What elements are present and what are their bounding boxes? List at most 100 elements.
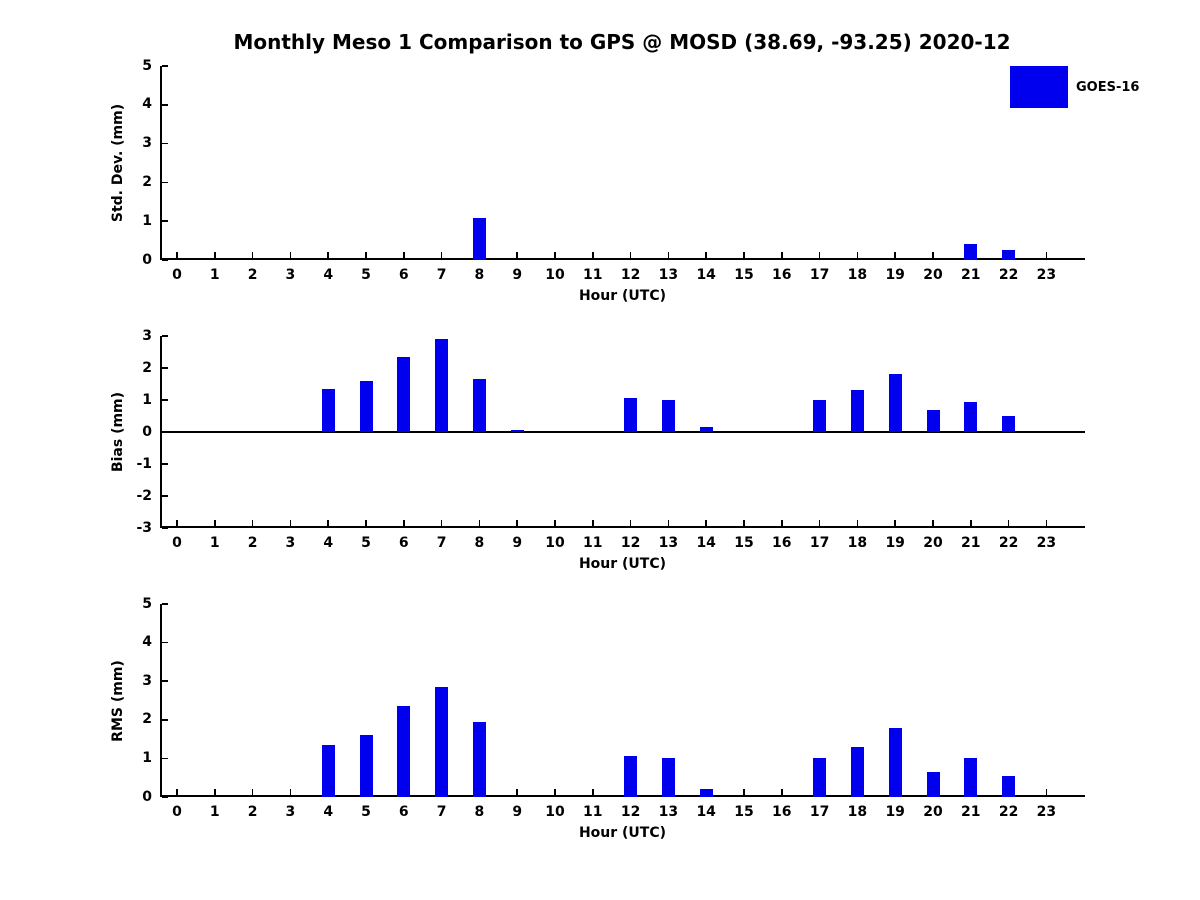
- x-tick-label: 4: [323, 267, 334, 283]
- plot-area-std-dev: 0 1 2 3 4 5 0 1 2 3 4 5 6 7 8 9 10 11 12 13 14 15 16 17 18 19 20 21…: [142, 58, 1085, 283]
- x-tick: [743, 789, 745, 795]
- x-tick-label: 1: [209, 535, 220, 551]
- x-axis-spine: [160, 795, 1085, 797]
- x-tick: [251, 252, 254, 258]
- x-tick: [251, 520, 254, 526]
- x-tick: [592, 520, 594, 526]
- y-tick-label: -2: [136, 487, 152, 504]
- x-tick: [554, 252, 556, 258]
- x-tick-label: 19: [885, 804, 905, 820]
- x-tick-label: 2: [247, 267, 258, 283]
- x-tick-label: 12: [620, 804, 641, 820]
- y-tick-label: 2: [142, 359, 152, 376]
- bar-hour-21: [964, 401, 978, 432]
- x-tick-label: 21: [961, 267, 981, 283]
- x-tick-label: 14: [696, 535, 716, 551]
- x-tick-label: 6: [398, 267, 409, 283]
- x-tick: [1045, 252, 1048, 258]
- x-tick: [1007, 520, 1010, 526]
- y-tick: [162, 367, 168, 369]
- x-tick-label: 8: [474, 804, 485, 820]
- bar-hour-4: [321, 388, 335, 432]
- x-tick-label: 3: [285, 535, 296, 551]
- bar-hour-17: [813, 758, 827, 797]
- x-tick: [176, 520, 178, 526]
- x-tick-label: 20: [923, 267, 943, 283]
- bar-hour-6: [397, 706, 411, 797]
- x-tick: [554, 789, 556, 795]
- x-tick-label: 3: [285, 804, 296, 820]
- y-tick-label: 4: [142, 96, 152, 113]
- bar-hour-8: [472, 379, 486, 432]
- x-tick: [743, 520, 745, 526]
- x-tick-label: 15: [734, 535, 754, 551]
- x-tick: [554, 520, 556, 526]
- x-tick-label: 18: [847, 804, 868, 820]
- x-axis-label-std-dev: Hour (UTC): [578, 288, 667, 304]
- x-tick-label: 17: [809, 804, 830, 820]
- x-tick: [289, 789, 292, 795]
- y-tick-label: 5: [142, 595, 152, 612]
- x-tick-label: 17: [809, 267, 830, 283]
- x-tick-label: 23: [1036, 535, 1057, 551]
- x-tick: [592, 789, 594, 795]
- bar-hour-22: [1002, 416, 1016, 432]
- panel-std-dev: Std. Dev. (mm) 0 1 2 3 4 5 0 1 2 3 4 5 6 7 8 9 10 11 12 13 1…: [0, 58, 1200, 316]
- y-tick: [162, 335, 168, 337]
- x-tick-label: 22: [998, 804, 1019, 820]
- plot-area-rms: 0 1 2 3 4 5 0 1 2 3 4 5 6 7 8 9 10 11 12 13 14 15 16 17 18 19 20 21…: [142, 596, 1085, 820]
- x-tick-label: 17: [809, 535, 830, 551]
- x-tick-label: 16: [772, 804, 792, 820]
- bar-hour-13: [661, 400, 675, 432]
- x-tick: [667, 520, 670, 526]
- x-tick: [705, 520, 707, 526]
- x-tick-label: 7: [436, 804, 447, 820]
- y-axis-spine: [160, 66, 162, 260]
- x-tick-label: 10: [545, 535, 565, 551]
- x-tick-label: 12: [620, 535, 641, 551]
- x-tick: [214, 520, 216, 526]
- x-tick: [894, 252, 896, 258]
- x-tick-label: 11: [583, 267, 603, 283]
- x-tick: [440, 252, 443, 258]
- x-tick-label: 20: [923, 804, 943, 820]
- x-tick: [1045, 789, 1048, 795]
- y-tick-label: 1: [142, 749, 152, 766]
- y-tick: [162, 757, 168, 760]
- x-tick-label: 11: [583, 535, 603, 551]
- x-tick-label: 23: [1036, 804, 1057, 820]
- x-tick: [592, 252, 594, 258]
- y-axis-label-std-dev: Std. Dev. (mm): [110, 103, 126, 223]
- x-tick: [970, 520, 972, 526]
- x-tick-label: 13: [658, 804, 679, 820]
- x-tick-label: 22: [998, 535, 1019, 551]
- y-tick-label: 0: [142, 423, 152, 440]
- x-tick-label: 9: [512, 804, 523, 820]
- x-tick-label: 23: [1036, 267, 1057, 283]
- y-tick-label: 0: [142, 251, 152, 268]
- y-tick-label: 4: [142, 634, 152, 651]
- x-tick: [214, 252, 216, 258]
- legend: GOES-16: [1010, 66, 1139, 108]
- bar-hour-9: [510, 430, 524, 432]
- x-tick: [289, 520, 292, 526]
- bar-hour-17: [813, 400, 827, 432]
- x-tick-label: 4: [323, 804, 334, 820]
- y-tick-label: 5: [142, 57, 152, 74]
- x-tick-label: 16: [772, 267, 792, 283]
- x-tick: [440, 520, 443, 526]
- x-tick: [365, 252, 367, 258]
- y-tick-label: 1: [142, 212, 152, 229]
- x-axis-label-rms: Hour (UTC): [578, 825, 667, 841]
- x-axis-spine: [160, 258, 1085, 260]
- y-tick: [162, 431, 168, 433]
- x-tick-label: 5: [361, 267, 371, 283]
- x-tick-label: 14: [696, 804, 716, 820]
- x-tick-label: 22: [998, 267, 1019, 283]
- y-tick: [162, 65, 168, 67]
- x-tick-label: 13: [658, 535, 679, 551]
- x-tick: [629, 520, 632, 526]
- y-tick: [162, 220, 168, 222]
- y-tick: [162, 463, 168, 465]
- x-tick-label: 15: [734, 267, 754, 283]
